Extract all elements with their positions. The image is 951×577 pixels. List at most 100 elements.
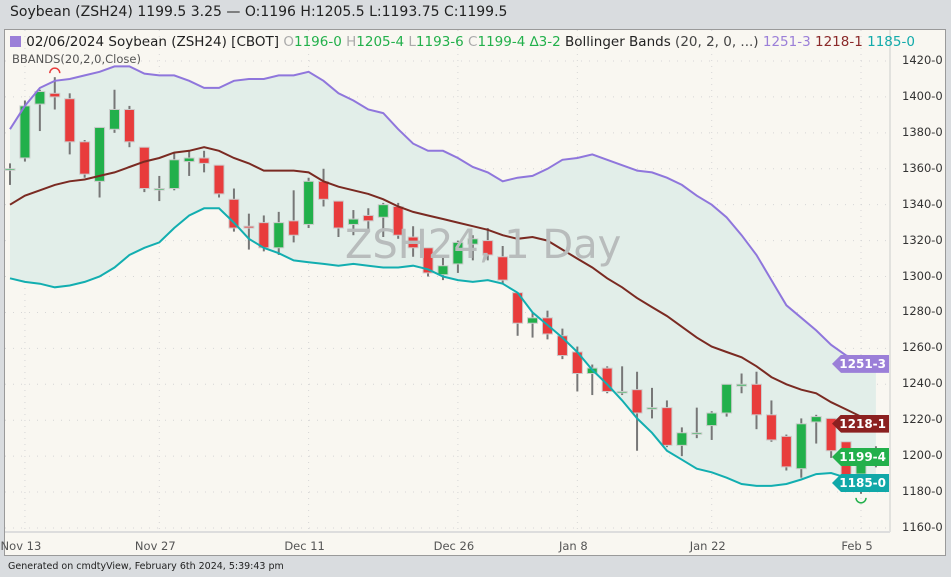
candle <box>243 213 255 250</box>
bollinger-upper-line <box>9 65 877 365</box>
candle <box>94 126 106 198</box>
candle-body-up <box>437 265 449 276</box>
candle-body-down <box>123 108 135 143</box>
candle-body-up <box>721 383 733 414</box>
candles <box>4 77 882 494</box>
candle-body-down <box>556 335 568 357</box>
y-tick-label: 1280-0 <box>902 304 943 319</box>
x-tick-label: Nov 13 <box>0 539 42 553</box>
candle <box>780 434 792 471</box>
candle-body-up <box>810 416 822 423</box>
candle-body-down <box>407 236 419 249</box>
candle-body-up <box>691 432 703 435</box>
close-value: 1199-4 <box>477 34 526 50</box>
upper-band-value: 1251-3 <box>762 34 811 50</box>
y-tick-label: 1240-0 <box>902 376 943 391</box>
candle <box>198 150 210 173</box>
candle <box>153 175 165 202</box>
bollinger-lower-line <box>9 207 877 487</box>
candle <box>810 414 822 444</box>
candle <box>646 387 658 419</box>
low-label: L <box>408 34 416 50</box>
candle <box>706 411 718 440</box>
y-tick-label: 1340-0 <box>902 196 943 211</box>
candle-body-down <box>631 389 643 414</box>
generated-footer: Generated on cmdtyView, February 6th 202… <box>8 561 284 572</box>
candle-body-down <box>79 141 91 175</box>
candle-body-up <box>795 423 807 470</box>
candle-body-down <box>213 164 225 195</box>
candle-body-down <box>362 214 374 222</box>
candle-body-down <box>422 247 434 274</box>
x-tick-label: Feb 5 <box>841 539 873 553</box>
indicator-params: (20, 2, 0, ...) <box>675 34 759 50</box>
candle-body-up <box>706 412 718 427</box>
candle-body-up <box>347 218 359 225</box>
y-tick-label: 1180-0 <box>902 484 943 499</box>
candle-body-up <box>34 91 46 105</box>
candle-body-up <box>736 383 748 387</box>
candle <box>34 89 46 132</box>
candle-body-down <box>243 225 255 229</box>
candle <box>64 93 76 155</box>
candle <box>273 211 285 255</box>
candle <box>795 418 807 478</box>
candle <box>49 77 61 110</box>
x-tick-label: Jan 22 <box>689 539 726 553</box>
candle <box>228 188 240 232</box>
candle <box>825 417 837 458</box>
candle <box>751 371 762 430</box>
bollinger-middle-line <box>9 146 877 425</box>
candle-body-down <box>138 146 150 190</box>
candle-body-up <box>4 168 16 171</box>
candle-body-down <box>780 435 792 468</box>
low-value: 1193-6 <box>415 34 464 50</box>
candle-body-down <box>661 407 673 446</box>
candle-body-down <box>765 414 777 441</box>
middle-band-value: 1218-1 <box>814 34 863 50</box>
legend-overlap-text: BBANDS(20,2,0,Close) <box>12 52 141 66</box>
candle <box>332 200 344 238</box>
y-tick-label: 1380-0 <box>902 124 943 139</box>
candle <box>467 235 479 261</box>
candle <box>138 146 150 193</box>
y-tick-label: 1360-0 <box>902 160 943 175</box>
high-label: H <box>346 34 357 50</box>
candle-body-down <box>318 180 330 200</box>
candle-body-up <box>273 222 285 249</box>
candle <box>616 366 628 396</box>
open-value: 1196-0 <box>293 34 342 50</box>
candle-body-down <box>258 222 270 249</box>
legend-swatch[interactable] <box>10 36 21 47</box>
candle-body-down <box>288 220 300 236</box>
candle-body-down <box>49 92 61 98</box>
candle <box>109 89 121 133</box>
y-tick-label: 1260-0 <box>902 340 943 355</box>
candle-body-down <box>332 200 344 229</box>
candle-body-up <box>153 188 165 191</box>
price-tag: 1218-1 <box>832 414 889 433</box>
candle-body-up <box>303 180 315 225</box>
candle-body-up <box>183 157 195 163</box>
candle <box>407 226 419 257</box>
candle <box>691 407 703 439</box>
candle <box>183 150 195 176</box>
candle-body-up <box>527 317 539 324</box>
candle-body-down <box>64 98 76 143</box>
x-tick-label: Dec 26 <box>433 539 475 553</box>
candle <box>303 177 315 229</box>
candle <box>213 164 225 198</box>
highest-high-marker <box>49 67 61 74</box>
candle-body-up <box>19 105 31 159</box>
candle <box>422 247 434 277</box>
indicator-name[interactable]: Bollinger Bands <box>565 34 671 50</box>
candle <box>288 190 300 243</box>
y-tick-label: 1220-0 <box>902 412 943 427</box>
y-tick-label: 1160-0 <box>902 519 943 534</box>
candle-body-up <box>646 407 658 410</box>
candle <box>497 245 509 284</box>
candle <box>347 210 359 236</box>
candle-body-down <box>751 383 762 416</box>
candle-body-up <box>94 126 106 182</box>
